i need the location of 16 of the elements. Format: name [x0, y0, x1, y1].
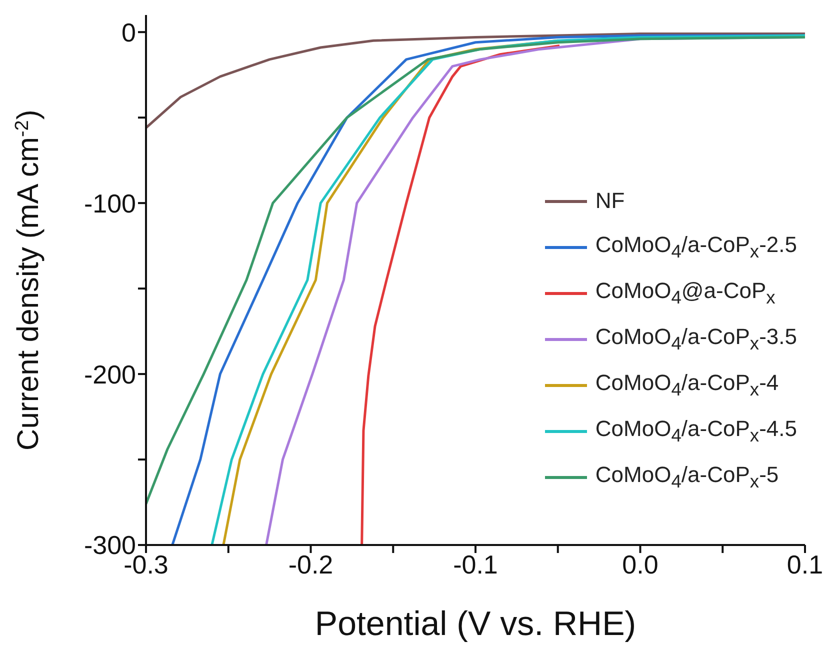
- legend-label: CoMoO$_{4}$/a-CoP$_{x}$-3.5: [595, 324, 797, 354]
- x-tick-label: 0.0: [622, 549, 658, 580]
- x-axis-title: Potential (V vs. RHE): [314, 605, 636, 643]
- legend-label: CoMoO$_{4}$/a-CoP$_{x}$-5: [595, 462, 779, 492]
- x-tick-label: 0.1: [786, 549, 824, 580]
- legend-label: NF: [595, 188, 625, 213]
- legend-label: CoMoO$_{4}$/a-CoP$_{x}$-4: [595, 370, 779, 400]
- legend-label: CoMoO$_{4}$@a-CoP$_{x}$: [595, 278, 776, 308]
- line-series: [146, 32, 805, 130]
- y-tick-label: 0: [122, 17, 136, 48]
- x-tick-label: -0.2: [288, 549, 334, 580]
- y-tick-label: -100: [84, 188, 136, 218]
- x-tick-label: -0.1: [453, 549, 498, 580]
- legend-label: CoMoO$_{4}$/a-CoP$_{x}$-2.5: [595, 232, 797, 262]
- legend-label: CoMoO$_{4}$/a-CoP$_{x}$-4.5: [595, 416, 797, 446]
- y-tick-label: -200: [84, 359, 136, 390]
